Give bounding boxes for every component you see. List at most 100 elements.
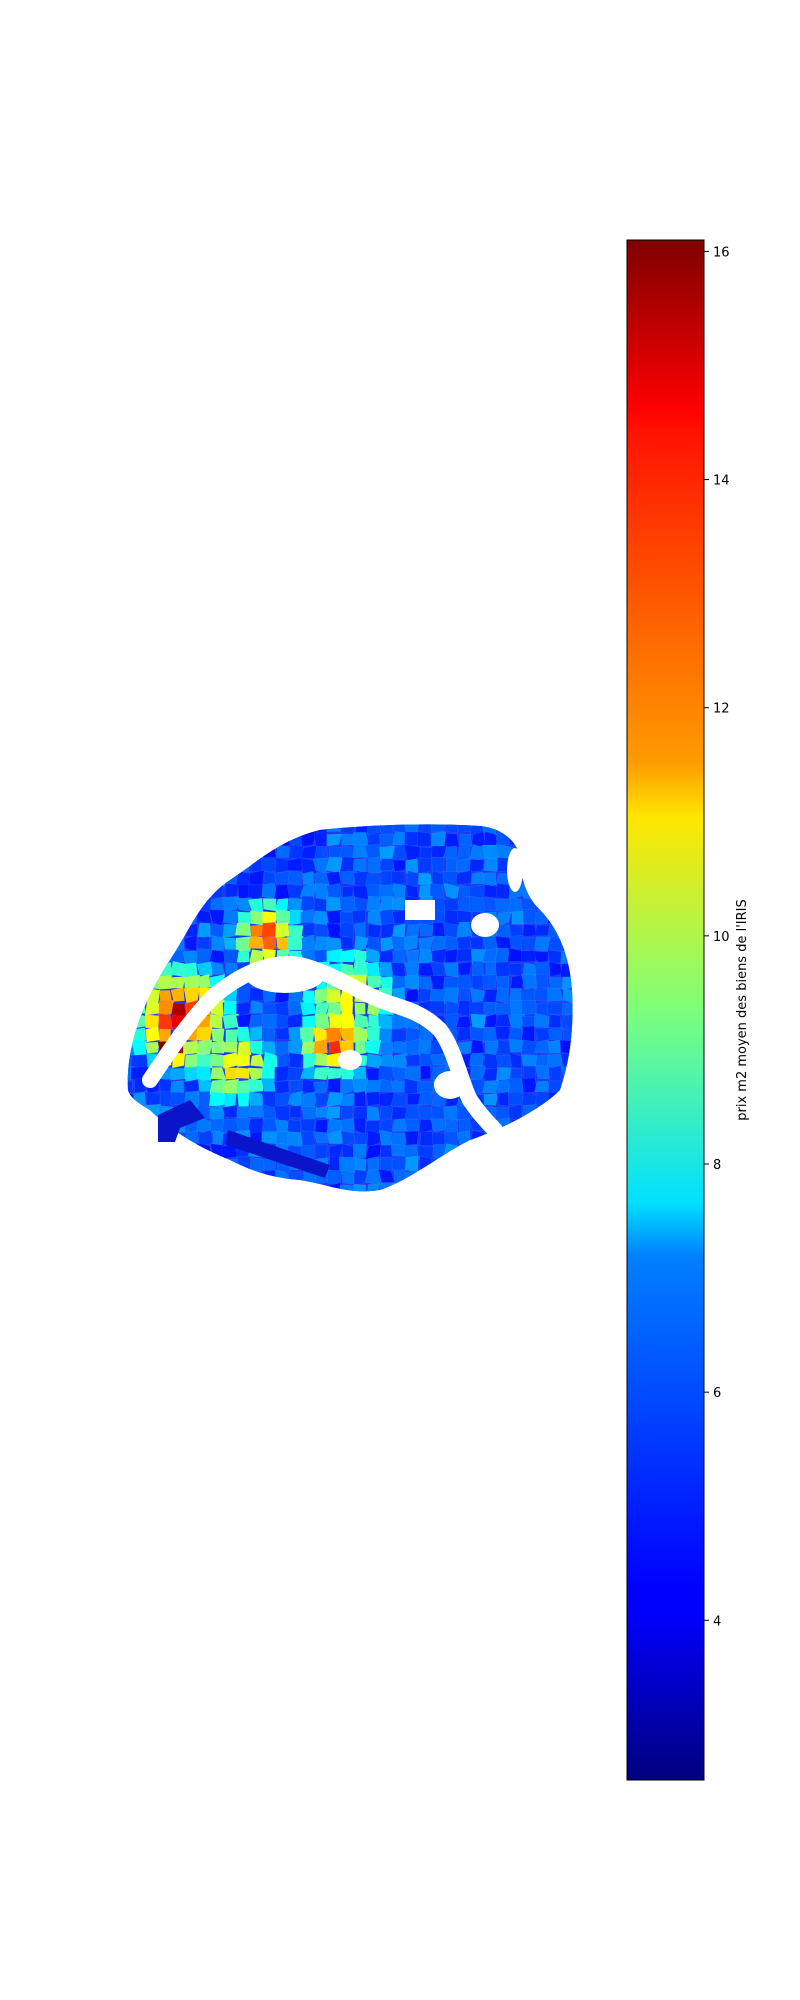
iris-cell [127, 1080, 133, 1094]
iris-cell [132, 857, 148, 875]
iris-cell [314, 1184, 327, 1192]
iris-cell [535, 1196, 551, 1210]
iris-cell [170, 976, 186, 989]
iris-cell [547, 1105, 563, 1119]
iris-cell [195, 909, 212, 924]
iris-cell [355, 1039, 367, 1055]
iris-cell [430, 1000, 445, 1014]
iris-cell [301, 1106, 318, 1121]
iris-cell [235, 922, 252, 937]
iris-cell [559, 824, 573, 834]
iris-cell [559, 1117, 573, 1134]
iris-cell [145, 1169, 160, 1186]
iris-cell [537, 844, 548, 860]
iris-cell [391, 1106, 408, 1120]
iris-cell [133, 844, 148, 860]
iris-cell [378, 1118, 393, 1133]
iris-cell [379, 1196, 394, 1211]
iris-cell [143, 885, 161, 900]
iris-cell [417, 1090, 433, 1106]
iris-cell [575, 950, 587, 965]
iris-cell [327, 833, 342, 847]
iris-cell [497, 1198, 510, 1208]
iris-cell [535, 1118, 551, 1134]
iris-cell [157, 1182, 173, 1192]
iris-cell [510, 1131, 524, 1148]
iris-cell [237, 858, 250, 874]
iris-cell [156, 870, 174, 887]
iris-cell [351, 1184, 367, 1192]
iris-cell [575, 1079, 588, 1095]
iris-cell [300, 909, 315, 923]
iris-cell [127, 987, 133, 1004]
iris-cell [482, 1080, 500, 1094]
iris-cell [560, 1091, 573, 1106]
iris-cell [208, 1091, 226, 1107]
iris-cell [393, 1052, 408, 1069]
iris-cell [197, 922, 211, 938]
iris-cell [209, 1198, 225, 1211]
iris-cell [131, 1157, 147, 1172]
iris-cell [508, 1169, 524, 1186]
iris-cell [548, 824, 563, 833]
map-block [158, 1100, 205, 1142]
iris-cell [574, 1092, 589, 1107]
iris-cell [119, 1195, 133, 1211]
iris-cell [522, 843, 537, 861]
iris-cell [391, 1040, 408, 1054]
iris-cell [573, 832, 589, 846]
iris-cell [354, 1002, 366, 1015]
iris-cell [326, 856, 343, 874]
iris-cell [127, 1156, 135, 1173]
iris-cell [393, 1197, 406, 1212]
iris-cell [535, 1065, 551, 1080]
iris-cell [287, 1119, 301, 1133]
iris-cell [326, 883, 342, 899]
iris-cell [170, 987, 185, 1002]
iris-cell [417, 872, 433, 887]
iris-cell [326, 871, 342, 887]
iris-cell [508, 896, 522, 913]
iris-cell [131, 1000, 146, 1015]
iris-cell [235, 897, 252, 912]
iris-cell [561, 909, 573, 925]
iris-cell [469, 1144, 484, 1159]
iris-cell [172, 1157, 186, 1174]
iris-cell [443, 1182, 459, 1192]
iris-cell [235, 936, 253, 952]
iris-cell [508, 1091, 525, 1106]
iris-cell [522, 1168, 539, 1186]
iris-cell [196, 844, 212, 859]
iris-cell [576, 1169, 589, 1184]
iris-cell [433, 1144, 446, 1160]
iris-cell [208, 1170, 224, 1185]
iris-cell [561, 1077, 573, 1096]
iris-cell [560, 1169, 573, 1184]
iris-cell [405, 858, 419, 874]
iris-cell [431, 1131, 447, 1146]
iris-cell [352, 1195, 368, 1210]
iris-cell [390, 1093, 408, 1107]
iris-cell [170, 1182, 187, 1192]
iris-cell [575, 1196, 589, 1209]
iris-cell [367, 924, 382, 939]
iris-cell [185, 871, 201, 886]
iris-cell [299, 1065, 317, 1080]
iris-cell [315, 1106, 329, 1118]
iris-cell [496, 1091, 509, 1107]
iris-cell [444, 935, 459, 951]
iris-cell [559, 1039, 573, 1055]
iris-cell [431, 1170, 447, 1184]
iris-cell [237, 1155, 252, 1173]
iris-cell [127, 962, 135, 977]
iris-cell [225, 1029, 239, 1043]
iris-cell [262, 898, 277, 912]
iris-cell [534, 1183, 550, 1192]
iris-cell [131, 1144, 148, 1158]
iris-cell [300, 1131, 316, 1147]
iris-cell [354, 896, 368, 912]
iris-cell [186, 1195, 199, 1211]
iris-cell [224, 824, 240, 835]
colorbar-ticks: 4 6 8 10 12 14 16 [704, 245, 730, 1629]
iris-cell [366, 1183, 379, 1192]
